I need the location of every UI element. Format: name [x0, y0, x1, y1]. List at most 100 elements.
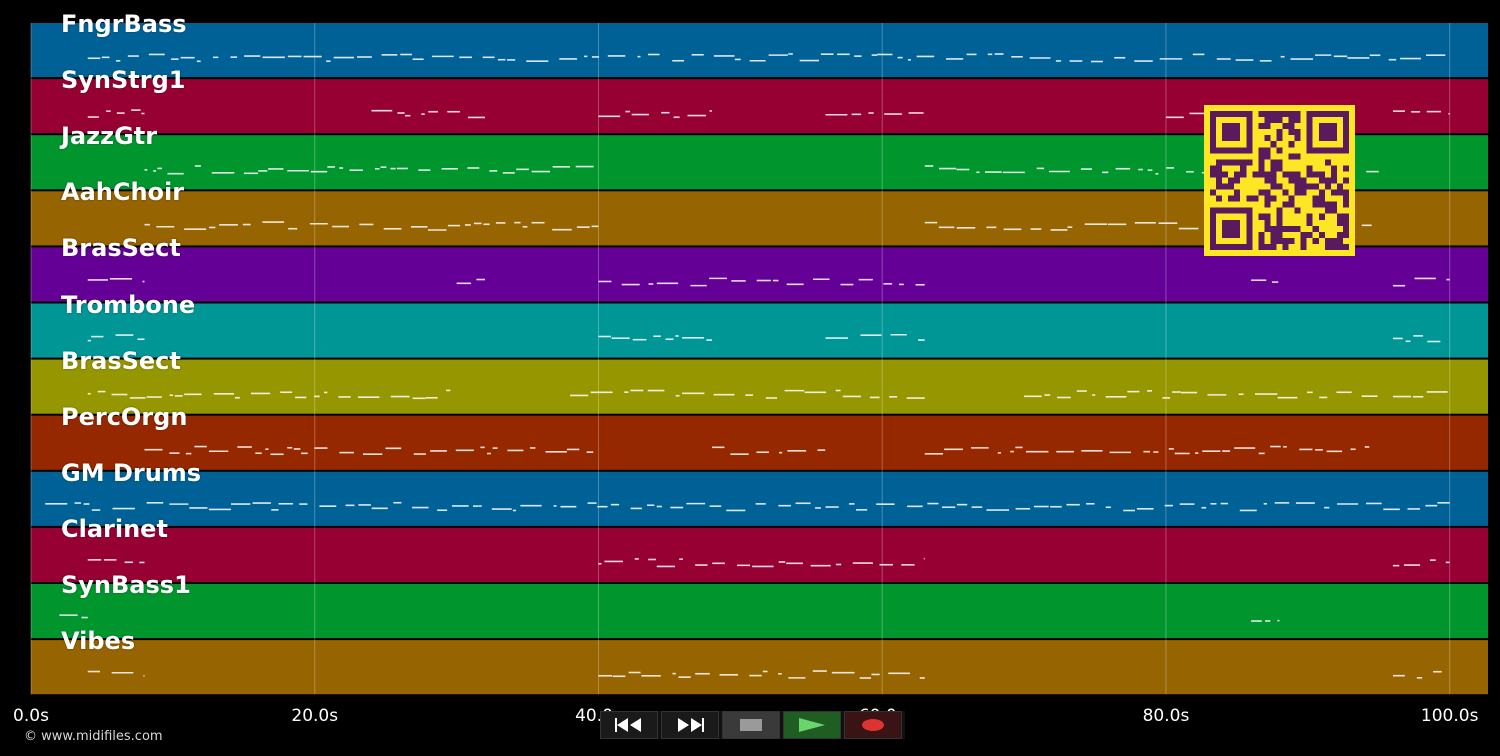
track-row[interactable] — [31, 359, 1488, 414]
qr-module — [1312, 225, 1319, 232]
qr-module — [1264, 111, 1271, 118]
qr-module — [1330, 207, 1337, 214]
qr-module — [1324, 135, 1331, 142]
qr-module — [1210, 111, 1217, 118]
qr-module — [1330, 165, 1337, 172]
qr-module — [1324, 237, 1331, 244]
qr-module — [1222, 159, 1229, 166]
track-name: JazzGtr — [61, 122, 158, 151]
qr-module — [1216, 207, 1223, 214]
qr-module — [1228, 225, 1235, 232]
qr-module — [1246, 237, 1253, 244]
qr-module — [1276, 159, 1283, 166]
qr-module — [1252, 195, 1259, 202]
qr-module — [1288, 201, 1295, 208]
qr-module — [1336, 183, 1343, 190]
qr-module — [1324, 183, 1331, 190]
qr-module — [1288, 123, 1295, 130]
qr-module — [1324, 207, 1331, 214]
qr-module — [1300, 183, 1307, 190]
qr-module — [1282, 111, 1289, 118]
qr-module — [1210, 219, 1217, 226]
qr-module — [1270, 183, 1277, 190]
qr-module — [1306, 219, 1313, 226]
qr-module — [1246, 141, 1253, 148]
qr-module — [1210, 123, 1217, 130]
qr-module — [1222, 111, 1229, 118]
qr-module — [1276, 207, 1283, 214]
track-row[interactable] — [31, 247, 1488, 302]
qr-module — [1306, 117, 1313, 124]
qr-module — [1228, 243, 1235, 250]
qr-module — [1306, 165, 1313, 172]
qr-module — [1258, 147, 1265, 154]
qr-module — [1282, 243, 1289, 250]
qr-module — [1210, 213, 1217, 220]
qr-module — [1300, 189, 1307, 196]
track-row[interactable] — [31, 303, 1488, 358]
track-name: SynStrg1 — [61, 66, 186, 95]
qr-module — [1210, 243, 1217, 250]
qr-module — [1234, 219, 1241, 226]
qr-module — [1210, 135, 1217, 142]
qr-module — [1264, 189, 1271, 196]
qr-module — [1324, 147, 1331, 154]
track-row[interactable] — [31, 584, 1488, 639]
qr-module — [1300, 243, 1307, 250]
track-name: AahChoir — [61, 178, 185, 207]
track-name: SynBass1 — [61, 571, 191, 599]
qr-module — [1312, 183, 1319, 190]
qr-module — [1252, 171, 1259, 178]
qr-module — [1276, 117, 1283, 124]
qr-module — [1336, 243, 1343, 250]
qr-module — [1234, 189, 1241, 196]
qr-module — [1318, 213, 1325, 220]
qr-module — [1270, 171, 1277, 178]
track-row[interactable] — [31, 471, 1488, 526]
track-name: PercOrgn — [61, 402, 188, 431]
qr-module — [1282, 123, 1289, 130]
qr-module — [1312, 237, 1319, 244]
qr-module — [1294, 225, 1301, 232]
qr-module — [1258, 111, 1265, 118]
record-button[interactable] — [844, 711, 902, 739]
qr-module — [1288, 177, 1295, 184]
track-row[interactable] — [31, 527, 1488, 582]
track-name: BrasSect — [61, 234, 181, 263]
qr-module — [1288, 195, 1295, 202]
fast-forward-button[interactable] — [661, 711, 719, 739]
rewind-button[interactable] — [600, 711, 658, 739]
qr-module — [1318, 189, 1325, 196]
qr-module — [1294, 111, 1301, 118]
qr-code — [1204, 105, 1355, 256]
qr-module — [1228, 183, 1235, 190]
track-row[interactable] — [31, 23, 1488, 78]
qr-module — [1324, 243, 1331, 250]
qr-module — [1276, 135, 1283, 142]
qr-module — [1216, 171, 1223, 178]
qr-module — [1306, 135, 1313, 142]
qr-module — [1306, 231, 1313, 238]
stop-button[interactable] — [722, 711, 780, 739]
qr-module — [1270, 165, 1277, 172]
qr-module — [1222, 135, 1229, 142]
qr-module — [1246, 219, 1253, 226]
qr-module — [1294, 117, 1301, 124]
qr-module — [1324, 177, 1331, 184]
copyright-notice: © www.midifiles.com — [24, 729, 163, 744]
qr-module — [1222, 147, 1229, 154]
qr-module — [1276, 111, 1283, 118]
qr-module — [1228, 195, 1235, 202]
qr-module — [1288, 141, 1295, 148]
qr-module — [1294, 135, 1301, 142]
qr-module — [1270, 117, 1277, 124]
play-button[interactable] — [783, 711, 841, 739]
qr-module — [1282, 189, 1289, 196]
qr-module — [1240, 165, 1247, 172]
qr-module — [1342, 141, 1349, 148]
qr-module — [1270, 141, 1277, 148]
qr-module — [1342, 135, 1349, 142]
qr-module — [1342, 201, 1349, 208]
track-row[interactable] — [31, 640, 1488, 695]
track-row[interactable] — [31, 415, 1488, 470]
